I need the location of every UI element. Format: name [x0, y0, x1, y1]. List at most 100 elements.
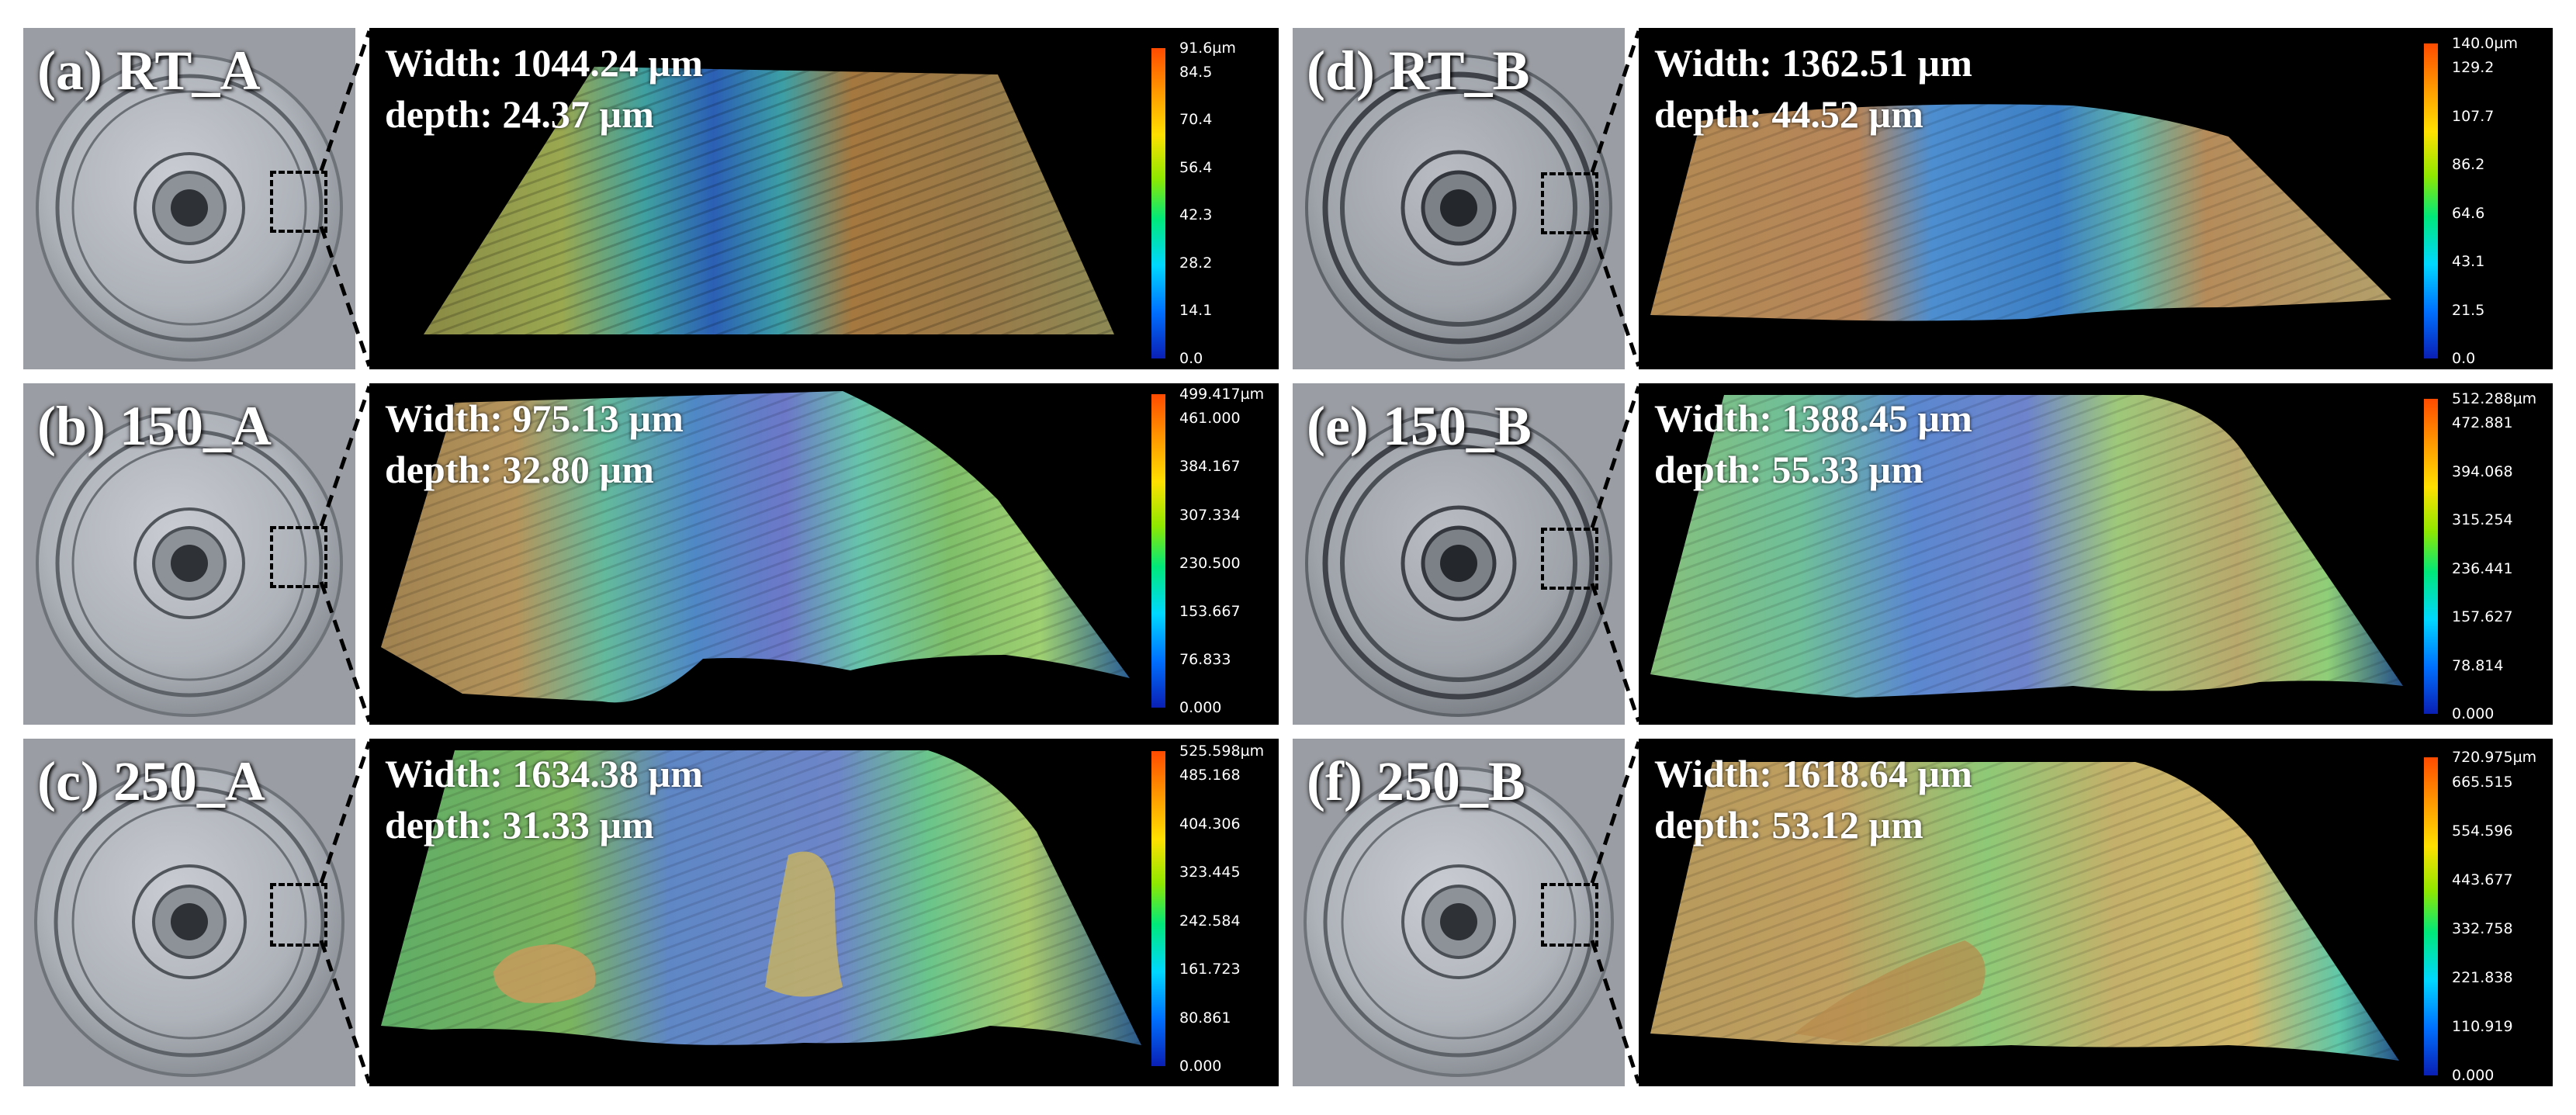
width-value: Width: 1618.64 µm	[1654, 752, 1972, 795]
scale-tick: 0.000	[1179, 699, 1222, 716]
scale-tick: 161.723	[1179, 961, 1241, 978]
panel-label: (c) 250_A	[37, 750, 265, 812]
surface-scan-d: Width: 1362.51 µm depth: 44.52 µm 140.0µ…	[1639, 28, 2553, 369]
color-scale-bar	[1151, 751, 1165, 1066]
scale-tick: 42.3	[1179, 206, 1213, 223]
sample-photo-b: (b) 150_A	[23, 383, 355, 725]
scale-tick: 76.833	[1179, 651, 1231, 668]
scale-tick: 0.000	[2452, 705, 2495, 722]
scale-tick: 157.627	[2452, 608, 2513, 625]
scale-tick: 140.0µm	[2452, 35, 2518, 52]
scale-tick: 14.1	[1179, 302, 1213, 319]
scale-tick: 720.975µm	[2452, 749, 2537, 766]
zoom-region-box	[270, 883, 327, 947]
scale-tick: 512.288µm	[2452, 390, 2537, 407]
scale-tick: 56.4	[1179, 159, 1213, 176]
depth-value: depth: 53.12 µm	[1654, 803, 1923, 847]
scale-tick: 332.758	[2452, 920, 2513, 937]
disc-image	[1305, 54, 1612, 362]
wear-track-surface	[1650, 104, 2391, 321]
zoom-region-box	[270, 171, 327, 233]
scale-tick: 404.306	[1179, 815, 1241, 833]
color-scale-bar	[2424, 43, 2438, 358]
wear-track-surface	[424, 67, 1114, 334]
surface-scan-f: Width: 1618.64 µm depth: 53.12 µm 720.97…	[1639, 739, 2553, 1086]
wear-track-surface	[381, 750, 1141, 1045]
depth-value: depth: 55.33 µm	[1654, 448, 1923, 491]
panel-label: (b) 150_A	[37, 395, 272, 457]
sample-photo-f: (f) 250_B	[1293, 739, 1625, 1086]
measurement-text: Width: 1618.64 µm depth: 53.12 µm	[1654, 748, 1972, 850]
surface-scan-c: Width: 1634.38 µm depth: 31.33 µm 525.59…	[369, 739, 1279, 1086]
scale-tick: 230.500	[1179, 555, 1241, 572]
scale-tick: 242.584	[1179, 912, 1241, 930]
scale-tick: 499.417µm	[1179, 386, 1265, 403]
scale-tick: 84.5	[1179, 64, 1213, 81]
scale-tick: 443.677	[2452, 871, 2513, 888]
scale-tick: 70.4	[1179, 111, 1213, 128]
scale-tick: 0.0	[2452, 350, 2476, 367]
wear-track-surface	[381, 391, 1130, 703]
zoom-region-box	[1541, 883, 1598, 947]
scale-tick: 129.2	[2452, 59, 2495, 76]
width-value: Width: 1634.38 µm	[385, 752, 703, 795]
scale-tick: 0.000	[2452, 1067, 2495, 1084]
scale-tick: 21.5	[2452, 302, 2485, 319]
disc-image	[34, 767, 345, 1077]
scale-tick: 64.6	[2452, 205, 2485, 222]
scale-tick: 236.441	[2452, 560, 2513, 577]
scale-tick: 384.167	[1179, 458, 1241, 475]
wear-track-surface	[1650, 762, 2399, 1061]
scale-tick: 0.0	[1179, 350, 1203, 367]
scale-tick: 107.7	[2452, 108, 2495, 125]
surface-scan-b: Width: 975.13 µm depth: 32.80 µm 499.417…	[369, 383, 1279, 725]
zoom-region-box	[270, 526, 327, 588]
scale-tick: 485.168	[1179, 767, 1241, 784]
disc-image	[36, 54, 343, 362]
scale-tick: 525.598µm	[1179, 743, 1265, 760]
panel-label: (a) RT_A	[37, 40, 261, 102]
measurement-text: Width: 1388.45 µm depth: 55.33 µm	[1654, 393, 1972, 495]
surface-scan-e: Width: 1388.45 µm depth: 55.33 µm 512.28…	[1639, 383, 2553, 725]
scale-tick: 78.814	[2452, 657, 2504, 674]
scale-tick: 472.881	[2452, 414, 2513, 431]
width-value: Width: 975.13 µm	[385, 396, 684, 440]
panel-label: (d) RT_B	[1307, 40, 1530, 102]
panel-label: (e) 150_B	[1307, 395, 1532, 457]
scale-tick: 91.6µm	[1179, 40, 1236, 57]
disc-image	[36, 410, 343, 717]
scale-tick: 221.838	[2452, 969, 2513, 986]
sample-photo-a: (a) RT_A	[23, 28, 355, 369]
scale-tick: 394.068	[2452, 463, 2513, 480]
color-scale-bar	[1151, 48, 1165, 358]
measurement-text: Width: 975.13 µm depth: 32.80 µm	[385, 393, 684, 495]
surface-scan-a: Width: 1044.24 µm depth: 24.37 µm 91.6µm…	[369, 28, 1279, 369]
color-scale-bar	[2424, 757, 2438, 1075]
depth-value: depth: 24.37 µm	[385, 92, 654, 136]
scale-tick: 28.2	[1179, 255, 1213, 272]
scale-tick: 43.1	[2452, 253, 2485, 270]
sample-photo-d: (d) RT_B	[1293, 28, 1625, 369]
scale-tick: 307.334	[1179, 507, 1241, 524]
scale-tick: 0.000	[1179, 1058, 1222, 1075]
color-scale-bar	[2424, 399, 2438, 714]
scale-tick: 461.000	[1179, 410, 1241, 427]
disc-image	[1305, 410, 1612, 717]
measurement-text: Width: 1044.24 µm depth: 24.37 µm	[385, 37, 703, 140]
sample-photo-e: (e) 150_B	[1293, 383, 1625, 725]
scale-tick: 315.254	[2452, 511, 2513, 528]
width-value: Width: 1388.45 µm	[1654, 396, 1972, 440]
depth-value: depth: 31.33 µm	[385, 803, 654, 847]
scale-tick: 86.2	[2452, 156, 2485, 173]
depth-value: depth: 32.80 µm	[385, 448, 654, 491]
scale-tick: 110.919	[2452, 1018, 2513, 1035]
disc-image	[1304, 767, 1614, 1077]
scale-tick: 153.667	[1179, 603, 1241, 620]
scale-tick: 665.515	[2452, 774, 2513, 791]
zoom-region-box	[1541, 172, 1598, 234]
depth-value: depth: 44.52 µm	[1654, 92, 1923, 136]
width-value: Width: 1362.51 µm	[1654, 41, 1972, 85]
wear-track-surface	[1650, 395, 2403, 698]
sample-photo-c: (c) 250_A	[23, 739, 355, 1086]
width-value: Width: 1044.24 µm	[385, 41, 703, 85]
